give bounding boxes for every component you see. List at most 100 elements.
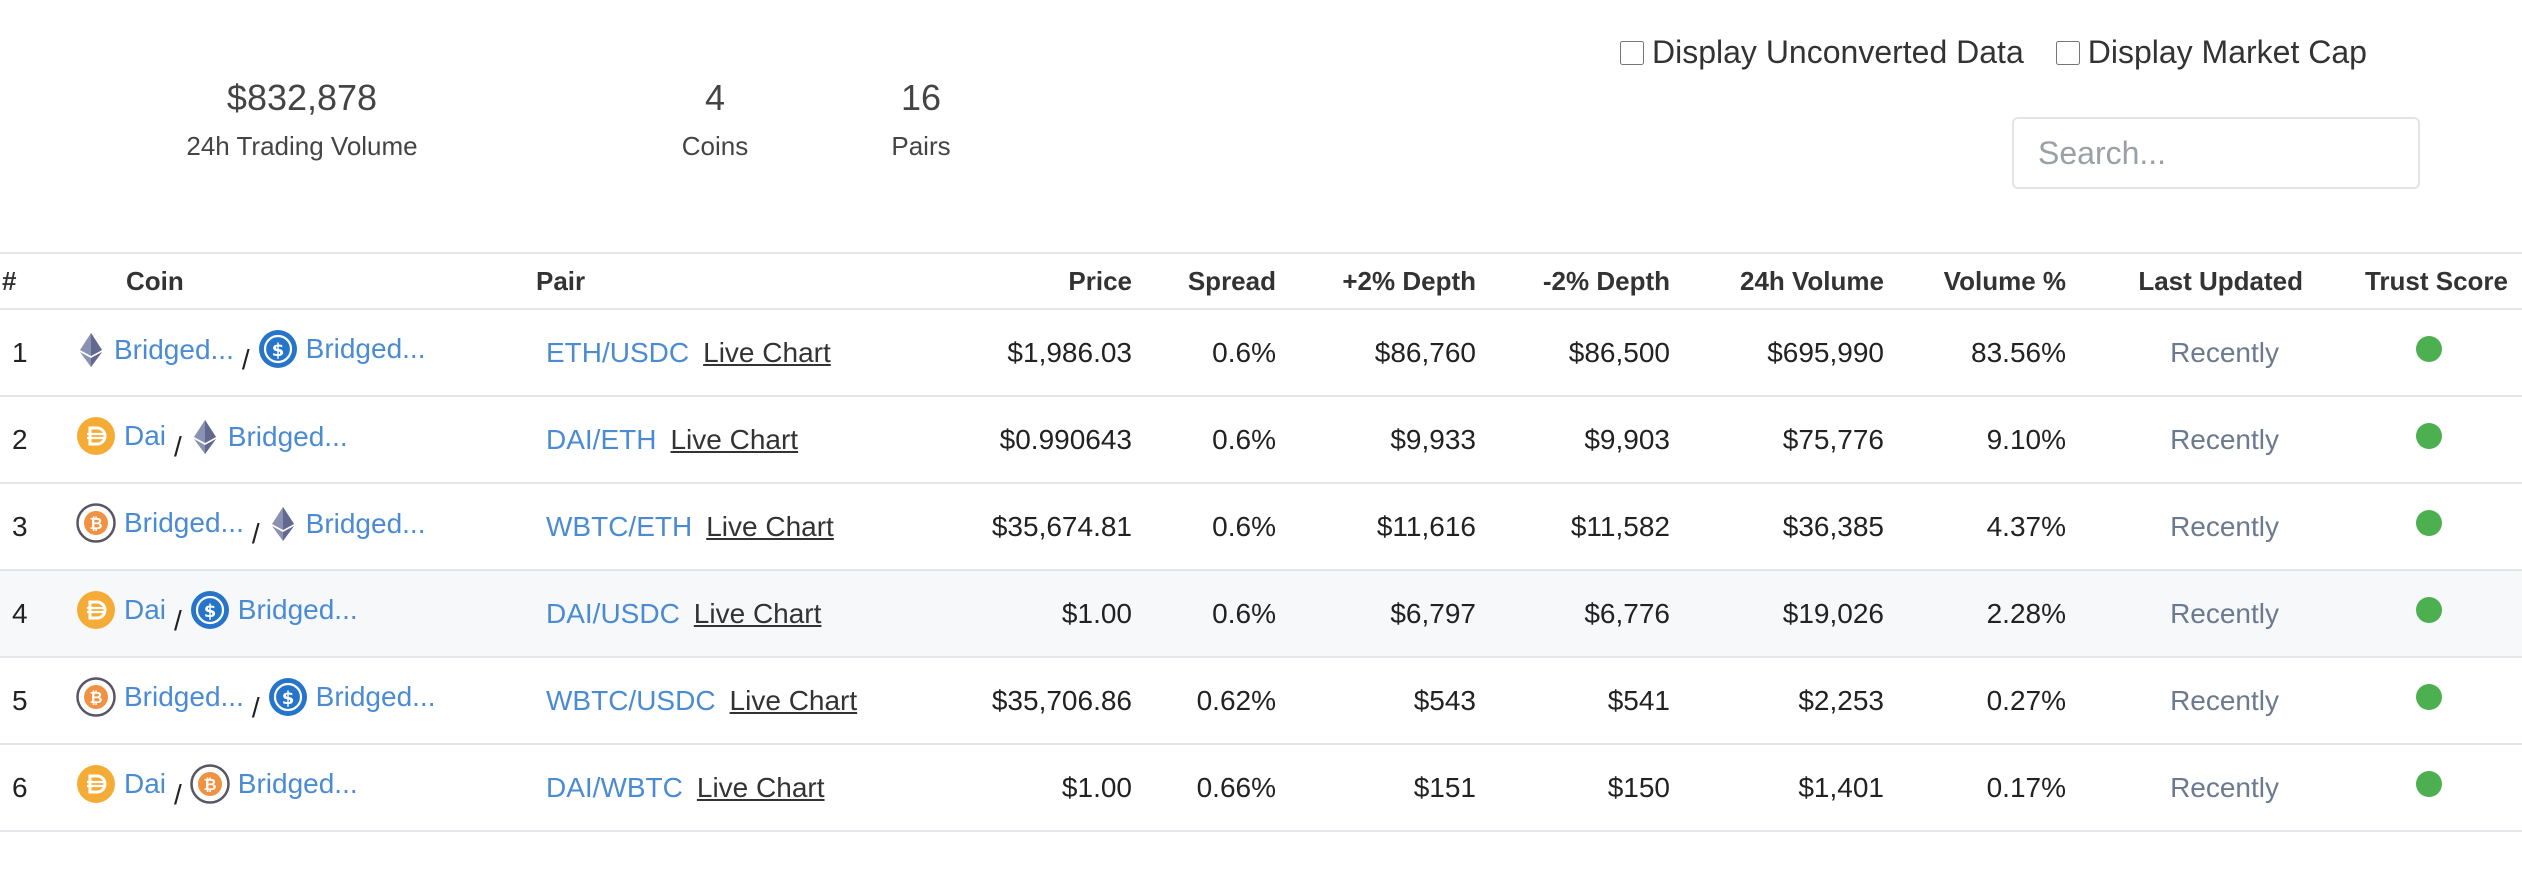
stat-label: Coins bbox=[681, 131, 749, 161]
live-chart-link[interactable]: Live Chart bbox=[706, 510, 834, 542]
target-coin-link[interactable]: Bridged... bbox=[268, 505, 426, 543]
col-last-updated[interactable]: Last Updated bbox=[2076, 252, 2313, 310]
row-spread: 0.6% bbox=[1142, 483, 1286, 571]
base-coin-link[interactable]: Bridged... bbox=[76, 331, 234, 369]
base-coin-link[interactable]: Dai bbox=[76, 590, 166, 630]
stat-label: 24h Trading Volume bbox=[186, 131, 418, 161]
row-rank: 2 bbox=[0, 396, 60, 484]
col-depth-up[interactable]: +2% Depth bbox=[1286, 252, 1486, 310]
target-coin-link[interactable]: $ Bridged... bbox=[268, 677, 436, 717]
svg-text:$: $ bbox=[281, 688, 294, 709]
table-row[interactable]: 4 Dai / $ Bridged... DAI/USDC Live Chart $1.00 0… bbox=[0, 570, 2522, 658]
base-coin-name: Dai bbox=[124, 420, 167, 451]
row-last-updated: Recently bbox=[2076, 483, 2313, 571]
pair-link[interactable]: DAI/ETH bbox=[546, 423, 657, 455]
row-volume: $695,990 bbox=[1680, 309, 1894, 397]
stat-value: $832,878 bbox=[226, 77, 378, 118]
row-trust-score bbox=[2313, 396, 2522, 484]
stat-value: 4 bbox=[704, 77, 726, 118]
wbtc-icon: ₿ bbox=[76, 503, 116, 543]
row-volume-pct: 0.17% bbox=[1894, 744, 2076, 832]
usdc-icon: $ bbox=[268, 677, 308, 717]
row-spread: 0.6% bbox=[1142, 396, 1286, 484]
trust-score-dot bbox=[2416, 423, 2442, 449]
row-rank: 4 bbox=[0, 570, 60, 658]
row-price: $35,674.81 bbox=[954, 483, 1142, 571]
pair-link[interactable]: DAI/USDC bbox=[546, 597, 680, 629]
base-coin-link[interactable]: ₿ Bridged... bbox=[76, 503, 244, 543]
col-pair[interactable]: Pair bbox=[526, 252, 954, 310]
svg-text:₿: ₿ bbox=[89, 688, 102, 707]
col-volume-pct[interactable]: Volume % bbox=[1894, 252, 2076, 310]
row-price: $35,706.86 bbox=[954, 657, 1142, 745]
stat-label: Pairs bbox=[891, 131, 951, 161]
row-trust-score bbox=[2313, 483, 2522, 571]
row-volume: $1,401 bbox=[1680, 744, 1894, 832]
base-coin-name: Dai bbox=[124, 768, 167, 799]
live-chart-link[interactable]: Live Chart bbox=[670, 423, 799, 455]
col-rank[interactable]: # bbox=[0, 252, 60, 310]
col-depth-down[interactable]: -2% Depth bbox=[1486, 252, 1680, 310]
pair-link[interactable]: WBTC/ETH bbox=[546, 510, 693, 542]
market-cap-label: Display Market Cap bbox=[2087, 34, 2367, 70]
live-chart-link[interactable]: Live Chart bbox=[693, 597, 822, 629]
row-last-updated: Recently bbox=[2076, 396, 2313, 484]
pair-link[interactable]: DAI/WBTC bbox=[546, 771, 683, 803]
base-coin-link[interactable]: Dai bbox=[76, 416, 166, 456]
row-volume-pct: 4.37% bbox=[1894, 483, 2076, 571]
svg-text:₿: ₿ bbox=[203, 775, 216, 794]
base-coin-link[interactable]: Dai bbox=[76, 764, 166, 804]
table-header-row: # Coin Pair Price Spread +2% Depth -2% D… bbox=[0, 252, 2522, 310]
base-coin-link[interactable]: ₿ Bridged... bbox=[76, 677, 244, 717]
unconverted-data-checkbox[interactable] bbox=[1620, 40, 1644, 65]
row-rank: 5 bbox=[0, 657, 60, 745]
target-coin-name: Bridged... bbox=[305, 333, 426, 364]
row-pair-cell: DAI/WBTC Live Chart bbox=[526, 744, 954, 832]
row-spread: 0.66% bbox=[1142, 744, 1286, 832]
table-row[interactable]: 1 Bridged... / $ Bridged... ETH/USDC Live Char… bbox=[0, 309, 2522, 397]
live-chart-link[interactable]: Live Chart bbox=[703, 336, 831, 368]
col-spread[interactable]: Spread bbox=[1142, 252, 1286, 310]
col-trust-score[interactable]: Trust Score bbox=[2313, 252, 2522, 310]
row-coin-cell: Dai / Bridged... bbox=[60, 396, 526, 484]
pair-separator: / bbox=[251, 518, 260, 549]
trust-score-dot bbox=[2416, 771, 2442, 797]
table-row[interactable]: 5 ₿ Bridged... / $ Bridged... WBTC/USDC Live Ch… bbox=[0, 657, 2522, 745]
svg-text:$: $ bbox=[204, 601, 217, 622]
pair-link[interactable]: WBTC/USDC bbox=[546, 684, 716, 716]
stat-trading-volume: $832,878 24h Trading Volume bbox=[162, 76, 442, 162]
row-rank: 6 bbox=[0, 744, 60, 832]
row-trust-score bbox=[2313, 744, 2522, 832]
stat-value: 16 bbox=[900, 77, 942, 118]
unconverted-data-toggle[interactable]: Display Unconverted Data bbox=[1620, 34, 2024, 71]
target-coin-link[interactable]: ₿ Bridged... bbox=[190, 764, 358, 804]
row-volume: $75,776 bbox=[1680, 396, 1894, 484]
pair-link[interactable]: ETH/USDC bbox=[546, 336, 690, 368]
target-coin-link[interactable]: $ Bridged... bbox=[258, 329, 426, 369]
eth-icon bbox=[76, 331, 106, 369]
col-coin[interactable]: Coin bbox=[60, 252, 526, 310]
row-price: $1.00 bbox=[954, 744, 1142, 832]
row-last-updated: Recently bbox=[2076, 744, 2313, 832]
target-coin-link[interactable]: Bridged... bbox=[190, 418, 348, 456]
row-pair-cell: DAI/ETH Live Chart bbox=[526, 396, 954, 484]
table-row[interactable]: 3 ₿ Bridged... / Bridged... WBTC/ETH Live Char… bbox=[0, 483, 2522, 571]
row-depth-down: $541 bbox=[1486, 657, 1680, 745]
table-row[interactable]: 6 Dai / ₿ Bridged... DAI/WBTC Live Chart $1.00 0… bbox=[0, 744, 2522, 832]
market-cap-checkbox[interactable] bbox=[2055, 40, 2080, 65]
col-price[interactable]: Price bbox=[954, 252, 1142, 310]
target-coin-link[interactable]: $ Bridged... bbox=[190, 590, 358, 630]
table-row[interactable]: 2 Dai / Bridged... DAI/ETH Live Chart $0.99064… bbox=[0, 396, 2522, 484]
row-last-updated: Recently bbox=[2076, 309, 2313, 397]
trust-score-dot bbox=[2416, 336, 2442, 362]
dai-icon bbox=[76, 590, 116, 630]
search-input[interactable] bbox=[2012, 117, 2420, 189]
usdc-icon: $ bbox=[190, 590, 230, 630]
row-coin-cell: ₿ Bridged... / $ Bridged... bbox=[60, 657, 526, 745]
row-trust-score bbox=[2313, 657, 2522, 745]
row-pair-cell: DAI/USDC Live Chart bbox=[526, 570, 954, 658]
col-volume[interactable]: 24h Volume bbox=[1680, 252, 1894, 310]
live-chart-link[interactable]: Live Chart bbox=[696, 771, 825, 803]
market-cap-toggle[interactable]: Display Market Cap bbox=[2055, 34, 2367, 71]
live-chart-link[interactable]: Live Chart bbox=[729, 684, 858, 716]
